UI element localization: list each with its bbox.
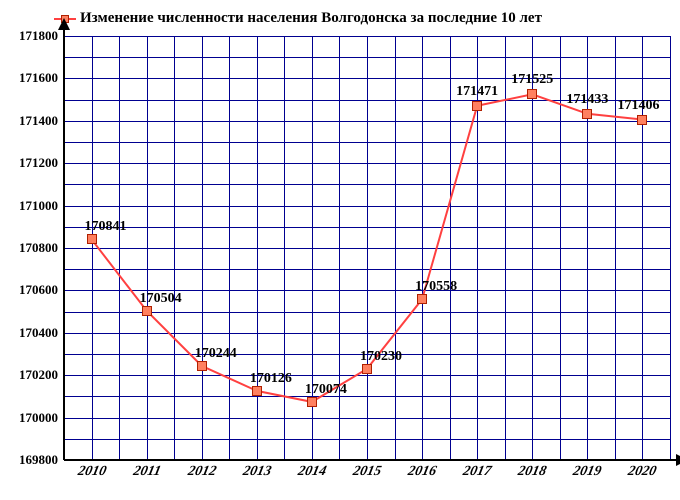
gridline-vertical bbox=[670, 36, 671, 460]
y-tick-label: 171600 bbox=[19, 70, 58, 86]
data-point-marker bbox=[87, 234, 97, 244]
data-point-marker bbox=[637, 115, 647, 125]
data-point-label: 170504 bbox=[140, 291, 182, 307]
data-point-label: 170126 bbox=[250, 371, 292, 387]
x-tick-label: 2011 bbox=[131, 464, 162, 480]
y-tick-label: 170600 bbox=[19, 282, 58, 298]
data-point-marker bbox=[527, 89, 537, 99]
y-tick-label: 170200 bbox=[19, 367, 58, 383]
y-tick-label: 171800 bbox=[19, 28, 58, 44]
x-tick-label: 2013 bbox=[241, 464, 272, 480]
x-tick-label: 2016 bbox=[406, 464, 437, 480]
data-point-marker bbox=[362, 364, 372, 374]
x-tick-label: 2020 bbox=[627, 464, 658, 480]
x-tick-label: 2015 bbox=[351, 464, 382, 480]
x-tick-label: 2017 bbox=[461, 464, 492, 480]
data-point-label: 170230 bbox=[360, 349, 402, 365]
data-point-marker bbox=[582, 109, 592, 119]
x-tick-label: 2018 bbox=[517, 464, 548, 480]
legend: Изменение численности населения Волгодон… bbox=[54, 10, 542, 27]
data-point-marker bbox=[197, 361, 207, 371]
legend-label: Изменение численности населения Волгодон… bbox=[80, 10, 542, 26]
legend-marker-icon bbox=[54, 14, 76, 24]
data-point-label: 170244 bbox=[195, 346, 237, 362]
data-point-label: 170841 bbox=[85, 219, 127, 235]
y-tick-label: 171200 bbox=[19, 155, 58, 171]
data-point-label: 171525 bbox=[511, 72, 553, 88]
plot-area: 1698001700001702001704001706001708001710… bbox=[64, 36, 670, 460]
y-tick-label: 171400 bbox=[19, 113, 58, 129]
x-tick-label: 2010 bbox=[76, 464, 107, 480]
data-point-marker bbox=[417, 294, 427, 304]
data-point-label: 171406 bbox=[617, 98, 659, 114]
data-point-marker bbox=[252, 386, 262, 396]
data-point-label: 171471 bbox=[456, 84, 498, 100]
data-point-marker bbox=[142, 306, 152, 316]
y-tick-label: 170800 bbox=[19, 240, 58, 256]
y-tick-label: 169800 bbox=[19, 452, 58, 468]
data-point-label: 170074 bbox=[305, 382, 347, 398]
y-tick-label: 171000 bbox=[19, 198, 58, 214]
x-tick-label: 2014 bbox=[296, 464, 327, 480]
data-point-label: 171433 bbox=[566, 92, 608, 108]
data-point-marker bbox=[472, 101, 482, 111]
chart-root: Изменение численности населения Волгодон… bbox=[0, 0, 680, 500]
x-tick-label: 2012 bbox=[186, 464, 217, 480]
data-point-label: 170558 bbox=[415, 279, 457, 295]
data-point-marker bbox=[307, 397, 317, 407]
x-tick-label: 2019 bbox=[572, 464, 603, 480]
y-tick-label: 170400 bbox=[19, 325, 58, 341]
y-tick-label: 170000 bbox=[19, 410, 58, 426]
